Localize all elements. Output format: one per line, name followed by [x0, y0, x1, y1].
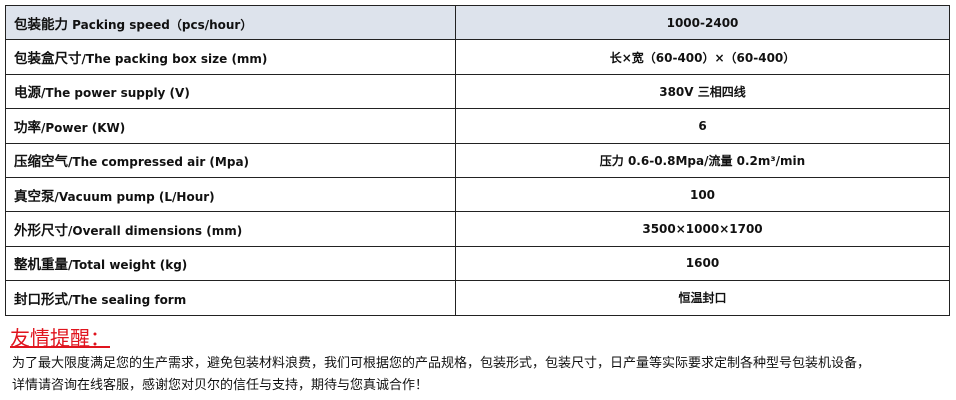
spec-row: 包装能力 Packing speed（pcs/hour） 1000-2400 [5, 4, 950, 41]
spec-row: 封口形式/The sealing form 恒温封口 [5, 280, 950, 316]
spec-row: 功率/Power (KW) 6 [5, 108, 950, 144]
spec-label-en: /Vacuum pump (L/Hour) [54, 189, 215, 204]
spec-label-zh: 外形尺寸 [14, 223, 68, 240]
spec-label-zh: 功率 [14, 119, 41, 136]
spec-label-en: /Power (KW) [41, 120, 126, 135]
spec-row: 真空泵/Vacuum pump (L/Hour) 100 [5, 176, 950, 213]
spec-row: 电源/The power supply (V) 380V 三相四线 [5, 73, 950, 110]
spec-label-en: /The packing box size (mm) [81, 52, 268, 67]
spec-label-zh: 整机重量 [14, 257, 68, 274]
notice-line: 详情请咨询在线客服，感谢您对贝尔的信任与支持，期待与您真诚合作！ [12, 378, 429, 393]
spec-value: 6 [455, 108, 950, 144]
spec-value: 长×宽（60-400）×（60-400） [455, 39, 950, 75]
spec-label: 功率/Power (KW) [5, 108, 456, 144]
spec-row: 外形尺寸/Overall dimensions (mm) 3500×1000×17… [5, 211, 950, 247]
spec-table: 包装能力 Packing speed（pcs/hour） 1000-2400 包装盒… [5, 4, 950, 316]
spec-label: 真空泵/Vacuum pump (L/Hour) [5, 176, 456, 213]
spec-label-zh: 电源 [14, 85, 41, 102]
spec-label-en: /Overall dimensions (mm) [68, 224, 243, 239]
spec-value: 1600 [455, 245, 950, 282]
spec-label: 电源/The power supply (V) [5, 73, 456, 110]
spec-label: 整机重量/Total weight (kg) [5, 245, 456, 282]
spec-label-en: /The sealing form [68, 292, 187, 307]
notice-line: 为了最大限度满足您的生产需求，避免包装材料浪费，我们可根据您的产品规格，包装形式… [12, 356, 871, 371]
spec-value: 1000-2400 [455, 4, 950, 41]
spec-row: 压缩空气/The compressed air (Mpa) 压力 0.6-0.8M… [5, 142, 950, 178]
spec-label-en: /The power supply (V) [41, 86, 190, 101]
spec-value: 3500×1000×1700 [455, 211, 950, 247]
spec-label-zh: 包装盒尺寸 [14, 51, 82, 68]
spec-value: 100 [455, 176, 950, 213]
spec-label-en: Packing speed（pcs/hour） [68, 17, 253, 32]
notice-text: 为了最大限度满足您的生产需求，避免包装材料浪费，我们可根据您的产品规格，包装形式… [12, 353, 952, 397]
spec-label: 封口形式/The sealing form [5, 280, 456, 316]
spec-value: 380V 三相四线 [455, 73, 950, 110]
spec-label: 压缩空气/The compressed air (Mpa) [5, 142, 456, 178]
spec-value: 压力 0.6-0.8Mpa/流量 0.2m³/min [455, 142, 950, 178]
spec-label: 包装盒尺寸/The packing box size (mm) [5, 39, 456, 75]
spec-row: 整机重量/Total weight (kg) 1600 [5, 245, 950, 282]
spec-label: 外形尺寸/Overall dimensions (mm) [5, 211, 456, 247]
notice-title: 友情提醒： [10, 326, 110, 350]
spec-label-en: /Total weight (kg) [68, 258, 188, 273]
spec-value: 恒温封口 [455, 280, 950, 316]
spec-label-en: /The compressed air (Mpa) [68, 155, 250, 170]
spec-label-zh: 压缩空气 [14, 154, 68, 171]
spec-row: 包装盒尺寸/The packing box size (mm) 长×宽（60-40… [5, 39, 950, 75]
spec-label-zh: 包装能力 [14, 16, 68, 33]
spec-label-zh: 封口形式 [14, 291, 68, 308]
spec-label-zh: 真空泵 [14, 188, 55, 205]
spec-label: 包装能力 Packing speed（pcs/hour） [5, 4, 456, 41]
